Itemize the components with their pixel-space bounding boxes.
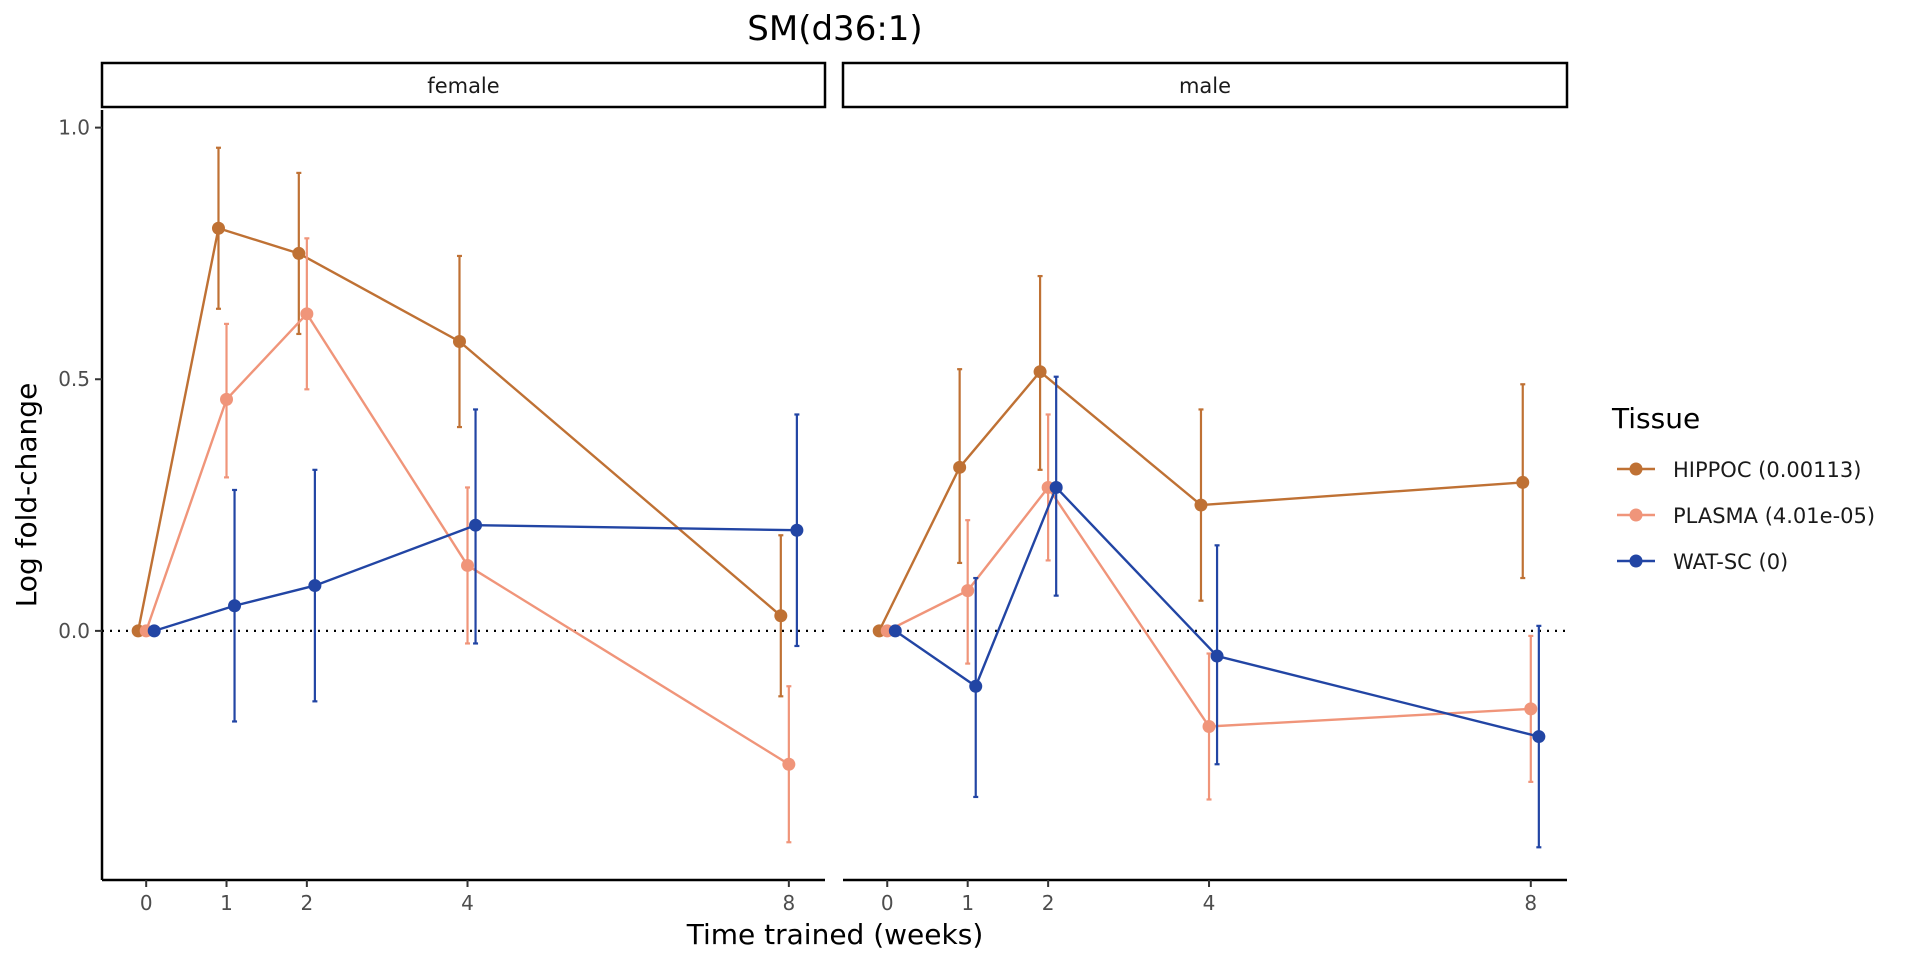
data-point [452, 335, 466, 349]
x-tick-label: 1 [220, 891, 233, 915]
data-point [1516, 475, 1530, 489]
facet-panels: female 0 1 2 4 8 0.0 0.5 1.0 male 0 1 2 4 8 [58, 61, 1569, 915]
panel-male: male 0 1 2 4 8 [841, 61, 1569, 915]
data-point [1202, 720, 1216, 734]
data-point [300, 307, 314, 321]
facet-strip [841, 61, 1569, 109]
x-axis-title: Time trained (weeks) [686, 918, 984, 951]
data-point [790, 523, 804, 537]
legend-key-point [1629, 462, 1643, 476]
x-tick-label: 4 [1203, 891, 1216, 915]
y-tick-label: 0.5 [58, 367, 90, 391]
series-hippoc [872, 274, 1530, 638]
series-wat-sc [888, 375, 1546, 849]
data-point [1532, 730, 1546, 744]
x-tick-label: 4 [461, 891, 474, 915]
data-point [1194, 498, 1208, 512]
data-point [308, 579, 322, 593]
data-point [228, 599, 242, 613]
data-point [774, 609, 788, 623]
data-point [969, 679, 983, 693]
x-tick-label: 0 [881, 891, 894, 915]
x-tick-label: 1 [961, 891, 974, 915]
legend-label: PLASMA (4.01e-05) [1673, 504, 1875, 528]
data-point [461, 558, 475, 572]
x-tick-label: 2 [300, 891, 313, 915]
data-point [292, 246, 306, 260]
chart-title: SM(d36:1) [747, 9, 922, 49]
panel-female: female 0 1 2 4 8 0.0 0.5 1.0 [58, 61, 827, 915]
x-tick-label: 8 [1524, 891, 1537, 915]
data-point [1524, 702, 1538, 716]
series-hippoc [131, 146, 788, 698]
legend: Tissue HIPPOC (0.00113) PLASMA (4.01e-05)… [1611, 402, 1875, 574]
legend-item: PLASMA (4.01e-05) [1617, 504, 1875, 528]
data-point [1210, 649, 1224, 663]
series-wat-sc [147, 408, 804, 723]
legend-key-point [1629, 508, 1643, 522]
series-plasma [139, 237, 796, 844]
data-point [469, 518, 483, 532]
x-tick-label: 2 [1042, 891, 1055, 915]
legend-title: Tissue [1611, 402, 1700, 435]
data-point [961, 584, 975, 598]
legend-key-point [1629, 554, 1643, 568]
data-point [1049, 480, 1063, 494]
y-tick-label: 1.0 [58, 116, 90, 140]
data-point [782, 757, 796, 771]
series-plasma [880, 413, 1538, 801]
facet-strip-label: female [427, 74, 499, 98]
data-point [147, 624, 161, 638]
legend-label: WAT-SC (0) [1673, 550, 1788, 574]
y-axis-title: Log fold-change [10, 383, 43, 608]
legend-item: HIPPOC (0.00113) [1617, 458, 1861, 482]
x-tick-label: 8 [782, 891, 795, 915]
x-tick-label: 0 [140, 891, 153, 915]
data-point [888, 624, 902, 638]
data-point [220, 392, 234, 406]
data-point [211, 221, 225, 235]
facet-strip [100, 61, 827, 109]
legend-label: HIPPOC (0.00113) [1673, 458, 1861, 482]
legend-item: WAT-SC (0) [1617, 550, 1788, 574]
data-point [1033, 365, 1047, 379]
data-point [953, 460, 967, 474]
y-tick-label: 0.0 [58, 619, 90, 643]
facet-strip-label: male [1179, 74, 1231, 98]
